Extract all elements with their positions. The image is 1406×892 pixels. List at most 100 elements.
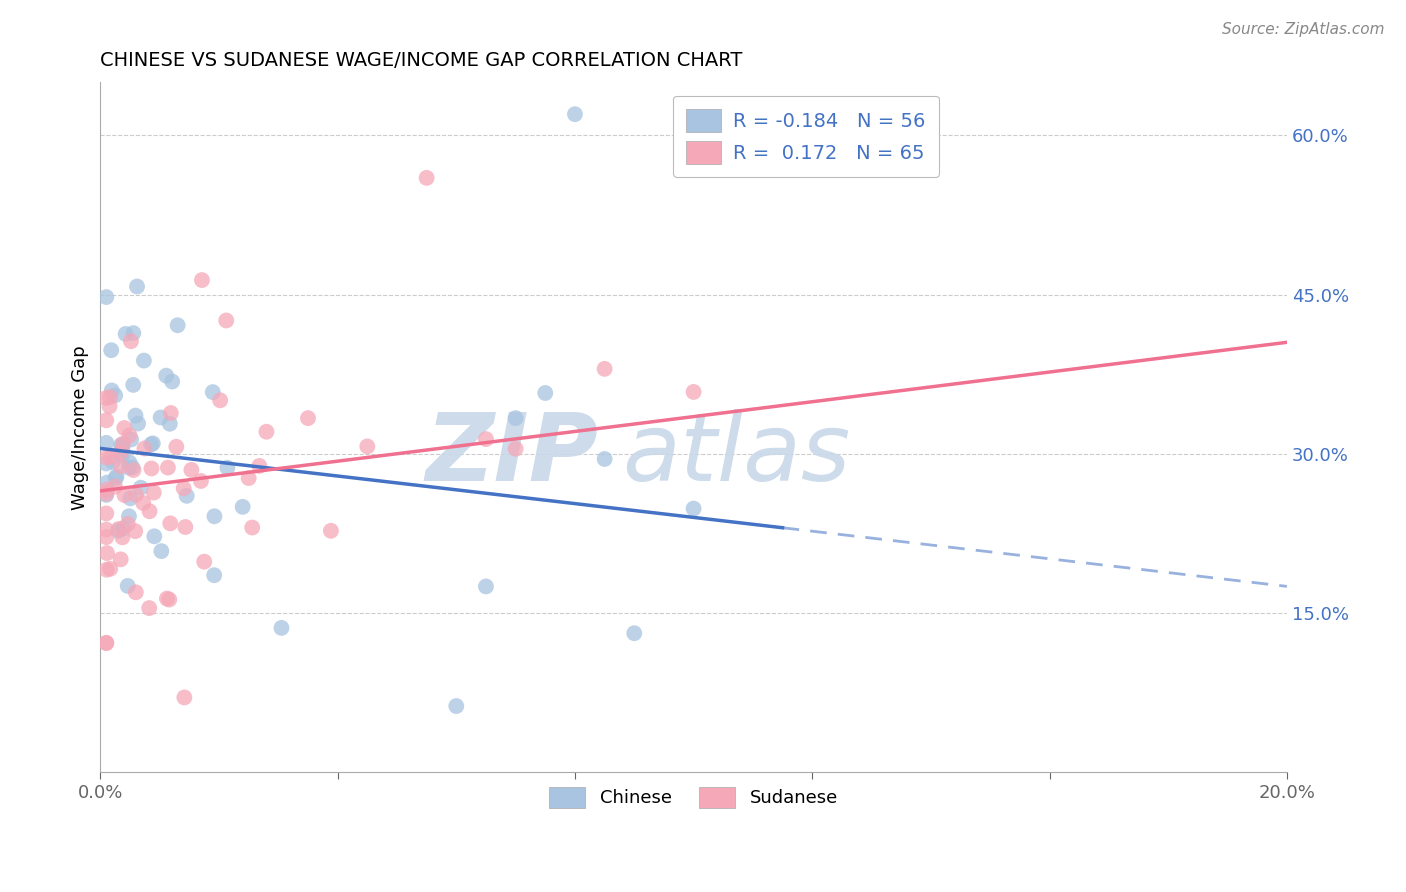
Point bbox=[247, 458, 270, 473]
Point bbox=[204, 509, 226, 524]
Point bbox=[105, 469, 128, 483]
Point bbox=[120, 491, 142, 506]
Point bbox=[96, 457, 118, 471]
Point bbox=[475, 432, 498, 446]
Point bbox=[96, 507, 118, 521]
Point bbox=[238, 471, 260, 485]
Point bbox=[100, 384, 122, 398]
Point bbox=[107, 524, 129, 538]
Point bbox=[682, 501, 704, 516]
Point bbox=[120, 433, 142, 447]
Point bbox=[110, 459, 132, 474]
Point bbox=[270, 621, 292, 635]
Point bbox=[132, 496, 155, 510]
Point bbox=[104, 471, 127, 485]
Point bbox=[256, 425, 278, 439]
Point bbox=[173, 481, 195, 495]
Point bbox=[122, 463, 145, 477]
Point bbox=[96, 483, 118, 497]
Text: CHINESE VS SUDANESE WAGE/INCOME GAP CORRELATION CHART: CHINESE VS SUDANESE WAGE/INCOME GAP CORR… bbox=[100, 51, 742, 70]
Point bbox=[191, 273, 214, 287]
Point bbox=[114, 488, 136, 502]
Point bbox=[112, 421, 135, 435]
Point bbox=[96, 435, 118, 450]
Point bbox=[240, 520, 263, 534]
Point bbox=[101, 455, 124, 469]
Point bbox=[202, 568, 225, 582]
Point bbox=[125, 488, 148, 502]
Point bbox=[121, 460, 143, 475]
Point bbox=[682, 384, 704, 399]
Y-axis label: Wage/Income Gap: Wage/Income Gap bbox=[72, 345, 89, 509]
Point bbox=[118, 509, 141, 524]
Point bbox=[96, 450, 118, 465]
Point bbox=[111, 530, 134, 544]
Point bbox=[141, 437, 163, 451]
Point bbox=[143, 529, 166, 543]
Point bbox=[159, 516, 181, 531]
Point bbox=[505, 442, 527, 456]
Text: Source: ZipAtlas.com: Source: ZipAtlas.com bbox=[1222, 22, 1385, 37]
Point bbox=[446, 699, 468, 714]
Point bbox=[193, 555, 215, 569]
Point bbox=[159, 406, 181, 420]
Point bbox=[142, 436, 165, 450]
Point bbox=[96, 413, 118, 427]
Point bbox=[149, 410, 172, 425]
Point bbox=[134, 442, 156, 456]
Point bbox=[156, 591, 179, 606]
Point bbox=[110, 445, 132, 459]
Point bbox=[593, 452, 616, 467]
Legend: Chinese, Sudanese: Chinese, Sudanese bbox=[543, 780, 845, 814]
Point bbox=[96, 290, 118, 304]
Point bbox=[96, 546, 118, 560]
Point bbox=[232, 500, 254, 514]
Point bbox=[96, 563, 118, 577]
Point bbox=[297, 411, 319, 425]
Point bbox=[114, 326, 136, 341]
Point bbox=[112, 522, 135, 536]
Point bbox=[100, 343, 122, 358]
Point bbox=[201, 385, 224, 400]
Point bbox=[157, 592, 180, 607]
Point bbox=[125, 279, 148, 293]
Point bbox=[110, 438, 132, 452]
Point bbox=[110, 552, 132, 566]
Point bbox=[160, 375, 183, 389]
Point bbox=[534, 386, 557, 401]
Point bbox=[96, 523, 118, 537]
Point bbox=[100, 450, 122, 464]
Point bbox=[180, 463, 202, 477]
Point bbox=[125, 585, 148, 599]
Point bbox=[118, 428, 141, 442]
Point bbox=[564, 107, 586, 121]
Point bbox=[209, 393, 232, 408]
Point bbox=[141, 461, 163, 475]
Point bbox=[120, 334, 142, 349]
Point bbox=[98, 562, 121, 576]
Point bbox=[127, 417, 149, 431]
Text: atlas: atlas bbox=[623, 409, 851, 500]
Point bbox=[165, 440, 187, 454]
Point bbox=[142, 485, 165, 500]
Point bbox=[98, 399, 121, 413]
Point bbox=[104, 388, 127, 402]
Point bbox=[96, 530, 118, 544]
Point bbox=[505, 411, 527, 425]
Point bbox=[111, 442, 134, 456]
Point bbox=[356, 439, 378, 453]
Point bbox=[111, 439, 134, 453]
Point bbox=[96, 475, 118, 490]
Point bbox=[129, 481, 152, 495]
Point bbox=[217, 460, 239, 475]
Point bbox=[96, 391, 118, 405]
Point bbox=[155, 368, 177, 383]
Point bbox=[122, 326, 145, 340]
Point bbox=[96, 486, 118, 500]
Point bbox=[117, 579, 139, 593]
Point bbox=[173, 690, 195, 705]
Point bbox=[111, 448, 134, 462]
Point bbox=[96, 488, 118, 502]
Point bbox=[150, 544, 173, 558]
Point bbox=[174, 520, 197, 534]
